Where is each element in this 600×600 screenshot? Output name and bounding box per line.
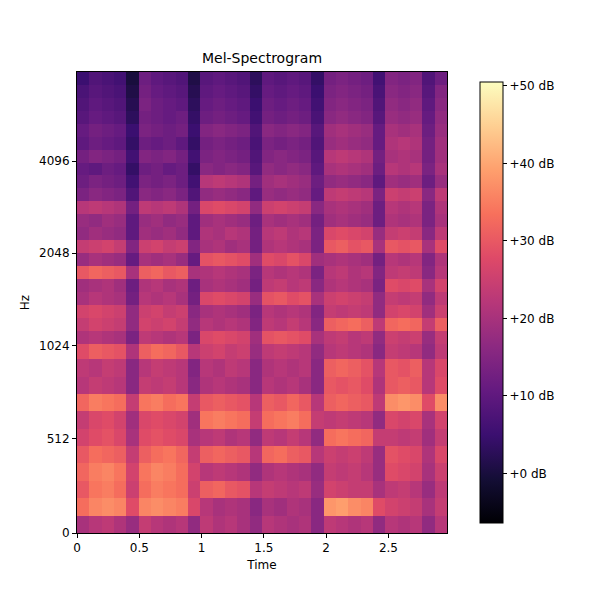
svg-text:1.5: 1.5 xyxy=(254,541,273,555)
svg-text:512: 512 xyxy=(47,432,70,446)
svg-text:Mel-Spectrogram: Mel-Spectrogram xyxy=(202,50,322,66)
svg-text:2048: 2048 xyxy=(39,246,70,260)
svg-text:2.5: 2.5 xyxy=(379,541,398,555)
svg-text:+0 dB: +0 dB xyxy=(509,467,546,481)
svg-text:+30 dB: +30 dB xyxy=(509,234,554,248)
svg-text:2: 2 xyxy=(322,541,330,555)
svg-text:Hz: Hz xyxy=(18,295,32,310)
svg-text:+50 dB: +50 dB xyxy=(509,79,554,93)
svg-text:0: 0 xyxy=(62,526,70,540)
svg-text:Time: Time xyxy=(246,558,276,572)
svg-text:1024: 1024 xyxy=(39,339,70,353)
svg-text:+10 dB: +10 dB xyxy=(509,389,554,403)
svg-text:+40 dB: +40 dB xyxy=(509,157,554,171)
svg-text:0: 0 xyxy=(73,541,81,555)
svg-text:4096: 4096 xyxy=(39,154,70,168)
svg-text:1: 1 xyxy=(198,541,206,555)
svg-text:0.5: 0.5 xyxy=(130,541,149,555)
svg-text:+20 dB: +20 dB xyxy=(509,312,554,326)
